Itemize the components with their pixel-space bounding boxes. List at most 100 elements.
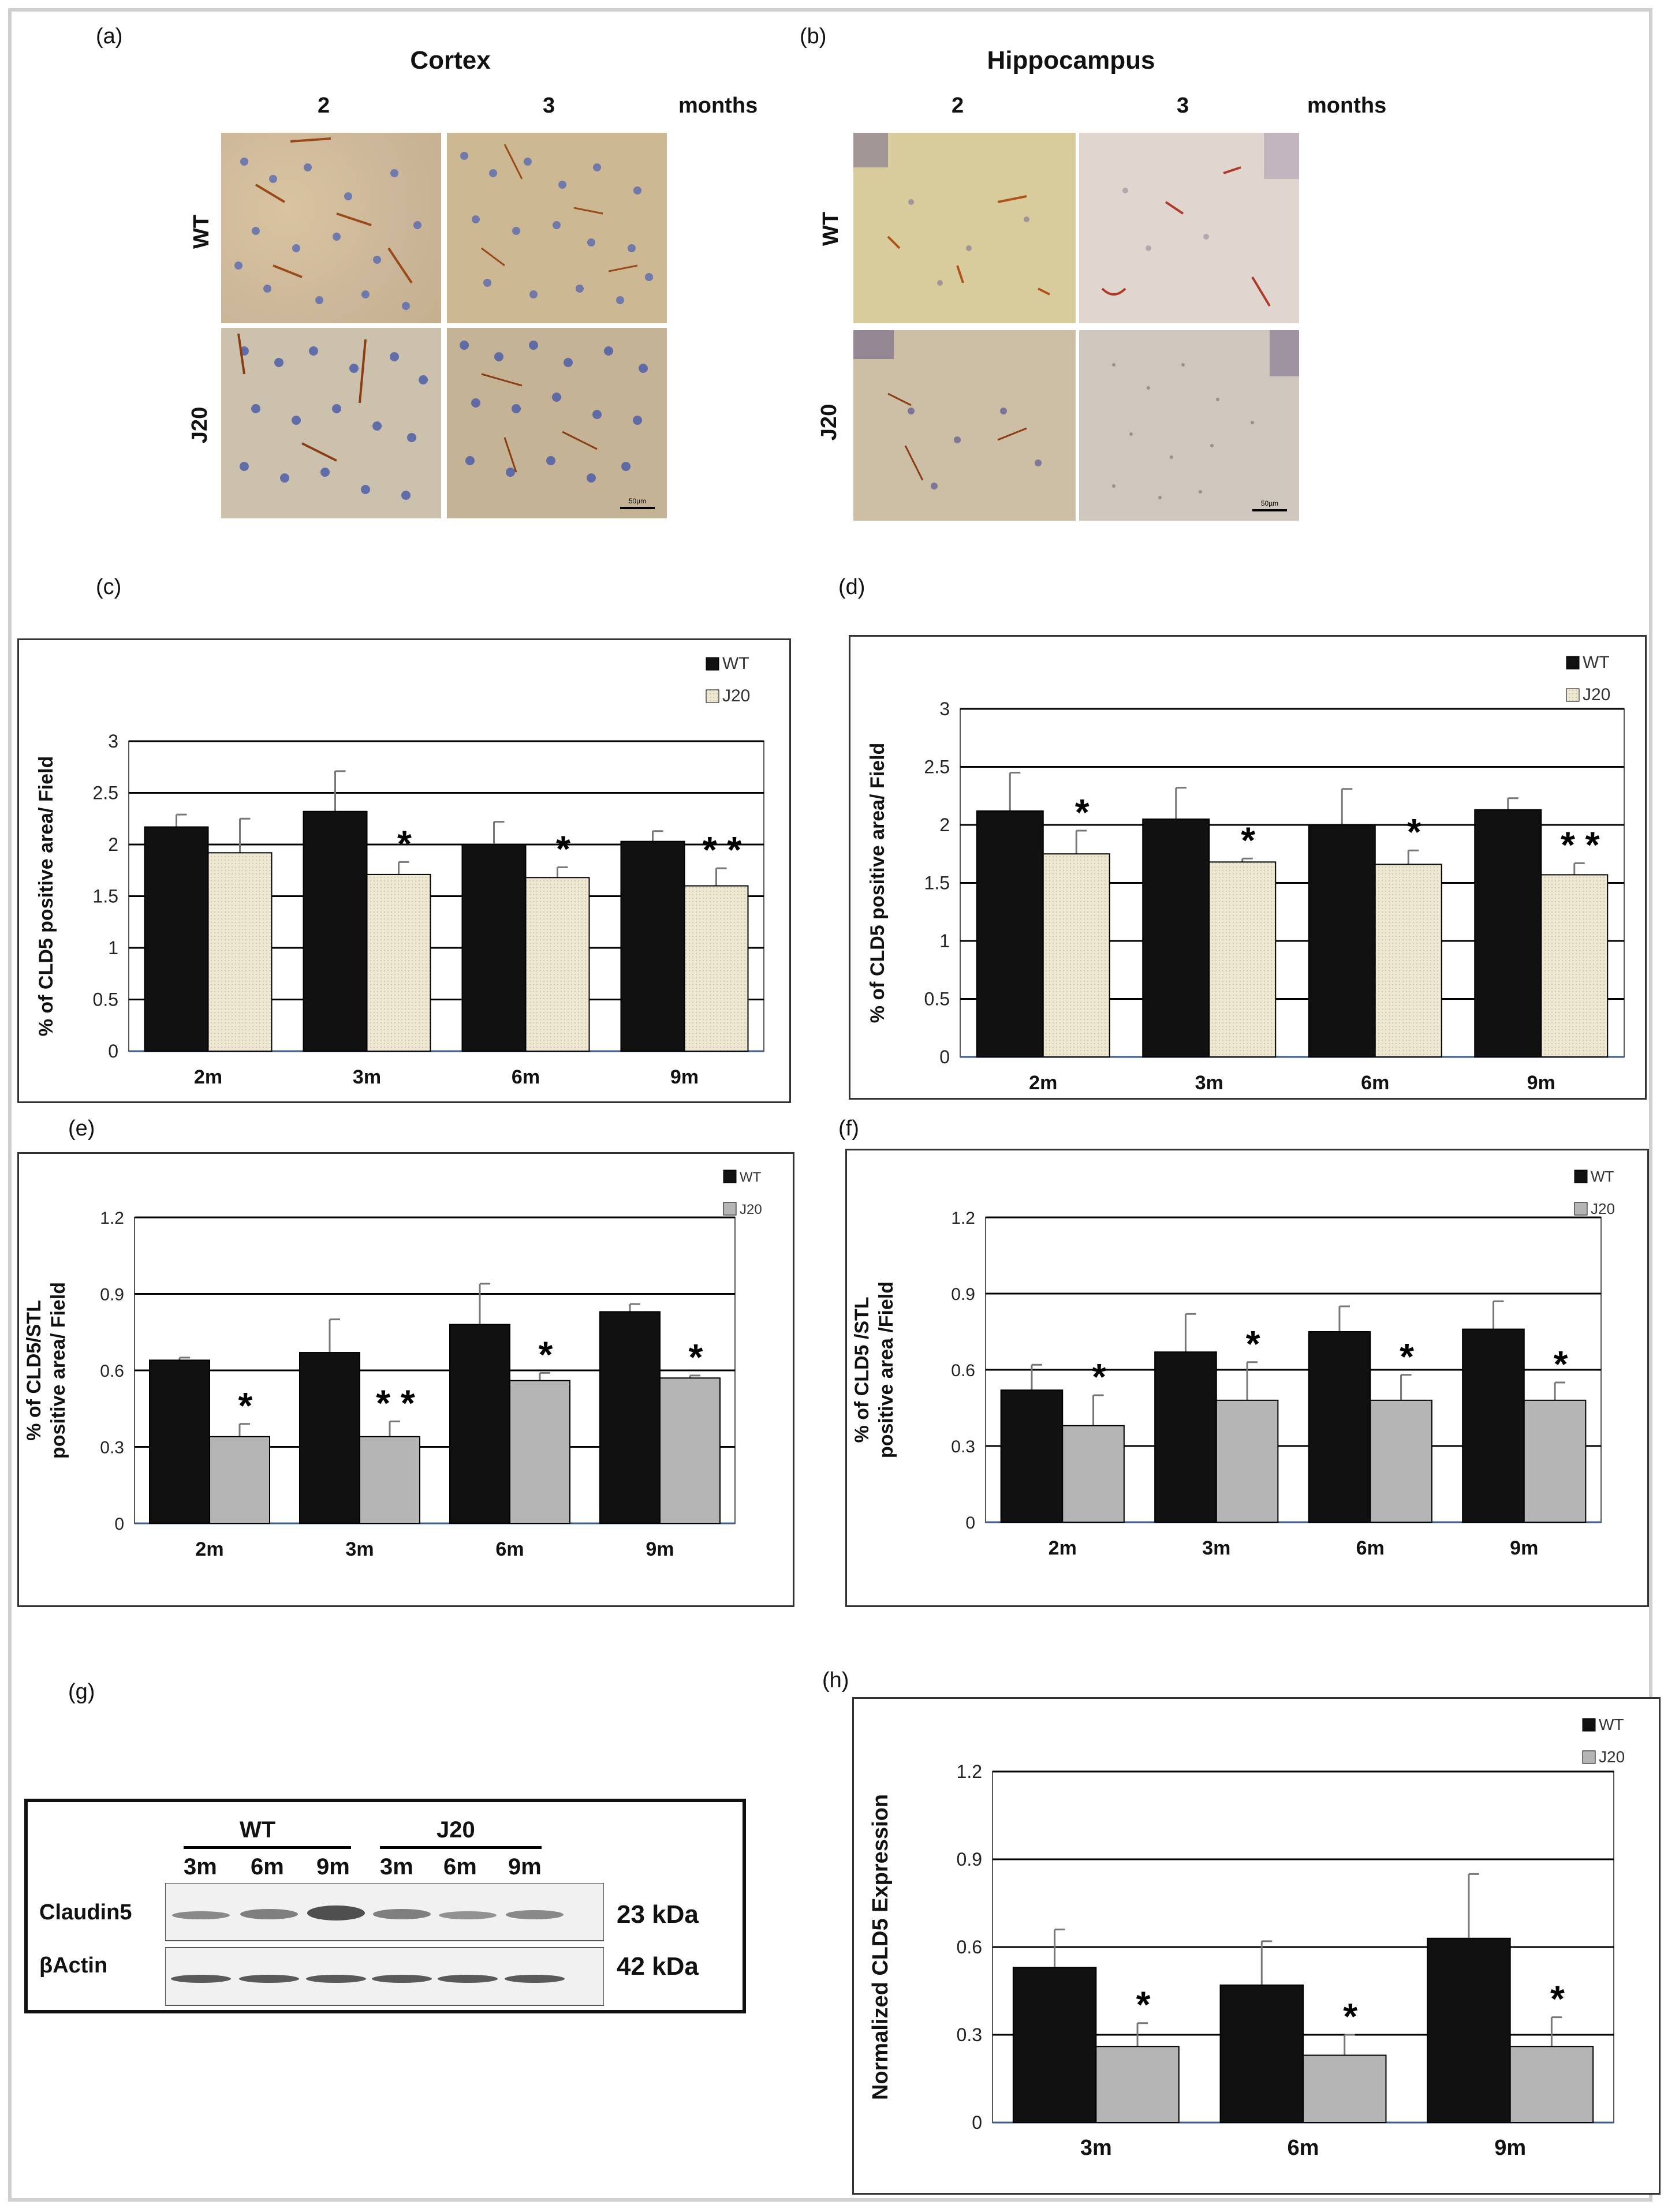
- bar-j20-c-2: [525, 877, 590, 1052]
- y-tick-label-f-0: 0: [965, 1514, 975, 1533]
- legend-label-j20-c: J20: [722, 686, 750, 705]
- cortex-row-j20: J20: [188, 406, 212, 444]
- legend-label-wt-h: WT: [1599, 1716, 1624, 1733]
- legend-label-j20-f: J20: [1591, 1200, 1615, 1217]
- legend-swatch-wt-e: [723, 1169, 737, 1183]
- legend-swatch-j20-f: [1574, 1202, 1588, 1216]
- y-tick-label-h-4: 1.2: [957, 1761, 982, 1782]
- bar-wt-f-0: [1000, 1389, 1064, 1523]
- cortex-scale-bar-label: 50µm: [629, 497, 646, 505]
- x-tick-label-d-0: 2m: [1029, 1072, 1057, 1094]
- bar-wt-e-1: [299, 1352, 360, 1524]
- x-tick-label-e-2: 6m: [495, 1538, 524, 1560]
- y-tick-label-f-3: 0.9: [951, 1285, 975, 1304]
- bar-wt-d-1: [1142, 818, 1210, 1058]
- figure-frame: [8, 8, 1652, 2202]
- cortex-col-2: 2: [318, 94, 330, 118]
- bar-j20-f-1: [1215, 1399, 1279, 1523]
- bar-wt-h-1: [1219, 1984, 1304, 2123]
- y-tick-label-e-0: 0: [114, 1515, 124, 1534]
- wb-wt-bracket: [184, 1846, 351, 1849]
- y-tick-label-c-1: 0.5: [93, 989, 118, 1010]
- bar-wt-d-0: [976, 810, 1044, 1058]
- chart-c: 0 0.5 1 1.5 2 2.5 3 % of CLD5 positive area/ Fi…: [35, 654, 764, 1088]
- hippocampus-col-3: 3: [1177, 94, 1189, 118]
- legend-label-wt-e: WT: [740, 1169, 762, 1185]
- y-tick-label-e-2: 0.6: [100, 1362, 124, 1381]
- y-tick-label-h-3: 0.9: [957, 1849, 982, 1870]
- bar-wt-c-3: [620, 840, 685, 1052]
- hippocampus-row-wt: WT: [819, 211, 844, 246]
- y-tick-label-d-5: 2.5: [924, 757, 950, 778]
- bar-wt-d-2: [1308, 824, 1376, 1058]
- bar-wt-f-3: [1462, 1328, 1525, 1523]
- significance-h-1: *: [1343, 1996, 1357, 2037]
- panel-label-f: (f): [838, 1116, 859, 1141]
- y-tick-label-e-1: 0.3: [100, 1438, 124, 1458]
- x-tick-label-d-1: 3m: [1195, 1072, 1223, 1094]
- y-axis-label-f-0: % of CLD5 /STL: [851, 1296, 873, 1443]
- significance-e-3: *: [689, 1336, 703, 1378]
- significance-f-3: *: [1554, 1343, 1568, 1385]
- y-tick-label-d-4: 2: [939, 814, 950, 835]
- hippocampus-wt-2m-image: [853, 133, 1076, 323]
- y-tick-label-d-1: 0.5: [924, 989, 950, 1010]
- bar-wt-f-1: [1154, 1351, 1217, 1523]
- y-tick-label-h-2: 0.6: [957, 1937, 982, 1957]
- bar-j20-c-3: [684, 885, 749, 1052]
- wb-lane-1: 3m: [184, 1854, 217, 1880]
- significance-f-2: *: [1400, 1336, 1414, 1377]
- significance-c-2: *: [556, 828, 570, 869]
- y-tick-label-d-6: 3: [939, 698, 950, 719]
- bar-wt-c-2: [461, 844, 527, 1052]
- cortex-wt-3m-image: [447, 133, 667, 323]
- legend-label-wt-d: WT: [1583, 653, 1610, 672]
- bar-wt-f-2: [1308, 1331, 1371, 1523]
- x-tick-label-f-2: 6m: [1356, 1537, 1385, 1559]
- bar-wt-h-0: [1012, 1967, 1097, 2123]
- legend-label-wt-f: WT: [1591, 1168, 1614, 1185]
- legend-swatch-j20-c: [706, 689, 719, 703]
- x-tick-label-f-0: 2m: [1049, 1537, 1077, 1559]
- wb-lane-6: 9m: [508, 1854, 542, 1880]
- significance-f-1: *: [1246, 1323, 1260, 1365]
- panel-label-e: (e): [68, 1116, 95, 1141]
- y-tick-label-d-3: 1.5: [924, 873, 950, 894]
- significance-d-1: *: [1241, 819, 1255, 861]
- y-tick-label-e-4: 1.2: [100, 1209, 124, 1228]
- x-tick-label-h-1: 6m: [1288, 2136, 1319, 2160]
- panel-label-b: (b): [800, 24, 827, 48]
- legend-swatch-wt-d: [1566, 656, 1580, 670]
- bar-wt-e-0: [149, 1359, 210, 1524]
- legend-label-j20-d: J20: [1583, 685, 1610, 704]
- y-tick-label-f-1: 0.3: [951, 1437, 975, 1456]
- y-tick-label-c-5: 2.5: [93, 783, 118, 804]
- wb-group-j20: J20: [436, 1817, 475, 1843]
- legend-label-wt-c: WT: [722, 654, 749, 673]
- y-tick-label-h-0: 0: [972, 2112, 982, 2133]
- x-tick-label-c-3: 9m: [670, 1066, 699, 1088]
- y-tick-label-d-0: 0: [939, 1047, 950, 1067]
- significance-f-0: *: [1092, 1356, 1106, 1398]
- legend-swatch-wt-f: [1574, 1169, 1588, 1183]
- legend-swatch-j20-d: [1566, 688, 1580, 702]
- wb-bactin-size: 42 kDa: [617, 1952, 699, 1981]
- significance-c-1: *: [397, 823, 412, 864]
- y-tick-label-c-0: 0: [108, 1041, 118, 1062]
- bar-j20-h-1: [1303, 2054, 1387, 2124]
- panel-label-c: (c): [96, 575, 122, 599]
- bar-j20-d-1: [1208, 861, 1277, 1058]
- wb-lane-2: 6m: [251, 1854, 284, 1880]
- hippocampus-j20-2m-image: [853, 330, 1076, 521]
- hippocampus-months-label: months: [1307, 94, 1387, 118]
- cortex-months-label: months: [678, 94, 758, 118]
- significance-h-2: *: [1550, 1978, 1565, 2020]
- legend-label-j20-e: J20: [740, 1202, 762, 1217]
- chart-e-box: 0 0.3 0.6 0.9 1.2 % of CLD5/STL positive area/…: [17, 1152, 794, 1607]
- bar-wt-h-2: [1427, 1937, 1511, 2123]
- wb-lane-4: 3m: [380, 1854, 413, 1880]
- legend-label-j20-h: J20: [1599, 1748, 1625, 1766]
- x-tick-label-h-2: 9m: [1494, 2136, 1526, 2160]
- y-tick-label-h-1: 0.3: [957, 2024, 982, 2045]
- panel-label-a: (a): [96, 24, 123, 48]
